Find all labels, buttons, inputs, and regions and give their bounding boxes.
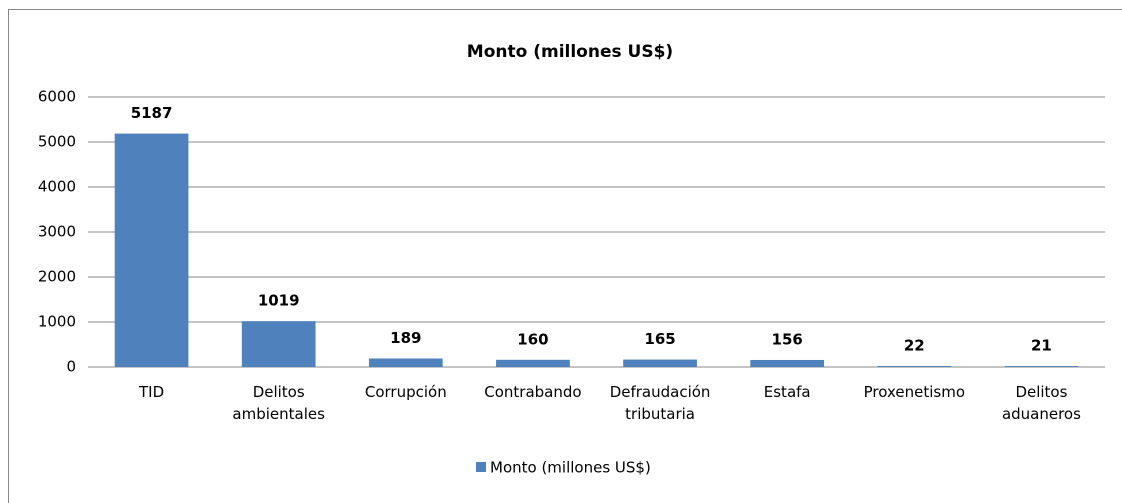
y-tick-label: 0 — [66, 358, 76, 376]
data-label: 5187 — [131, 104, 173, 122]
x-tick-label: Corrupción — [364, 383, 447, 401]
bar — [368, 358, 443, 367]
x-tick-label: Delitos aduaneros — [1001, 383, 1081, 423]
x-tick-label: Delitos ambientales — [232, 383, 325, 423]
data-label: 1019 — [258, 292, 300, 310]
bar — [496, 359, 570, 367]
bar — [750, 359, 825, 367]
bar — [241, 321, 316, 367]
chart-title: Monto (millones US$) — [467, 42, 673, 62]
x-tick-label: Estafa — [763, 383, 811, 401]
data-label: 160 — [517, 330, 548, 348]
legend-label: Monto (millones US$) — [490, 459, 651, 477]
y-tick-label: 3000 — [38, 223, 76, 241]
legend-swatch — [476, 462, 486, 472]
y-tick-label: 5000 — [38, 133, 76, 151]
y-tick-label: 6000 — [38, 88, 76, 106]
data-label: 21 — [1031, 337, 1052, 355]
bar — [114, 133, 189, 367]
x-tick-label: Contrabando — [484, 383, 582, 401]
data-label: 22 — [904, 337, 925, 355]
data-label: 156 — [772, 330, 803, 348]
bar — [623, 359, 697, 367]
data-label: 189 — [390, 329, 421, 347]
y-tick-label: 4000 — [38, 178, 76, 196]
x-tick-label: Defraudación tributaria — [609, 383, 711, 423]
bar — [1004, 366, 1079, 367]
x-tick-label: TID — [138, 383, 165, 401]
y-tick-label: 2000 — [38, 268, 76, 286]
data-label: 165 — [644, 330, 675, 348]
y-tick-label: 1000 — [38, 313, 76, 331]
chart-frame — [8, 9, 1122, 503]
bar — [877, 366, 952, 367]
x-tick-label: Proxenetismo — [863, 383, 965, 401]
